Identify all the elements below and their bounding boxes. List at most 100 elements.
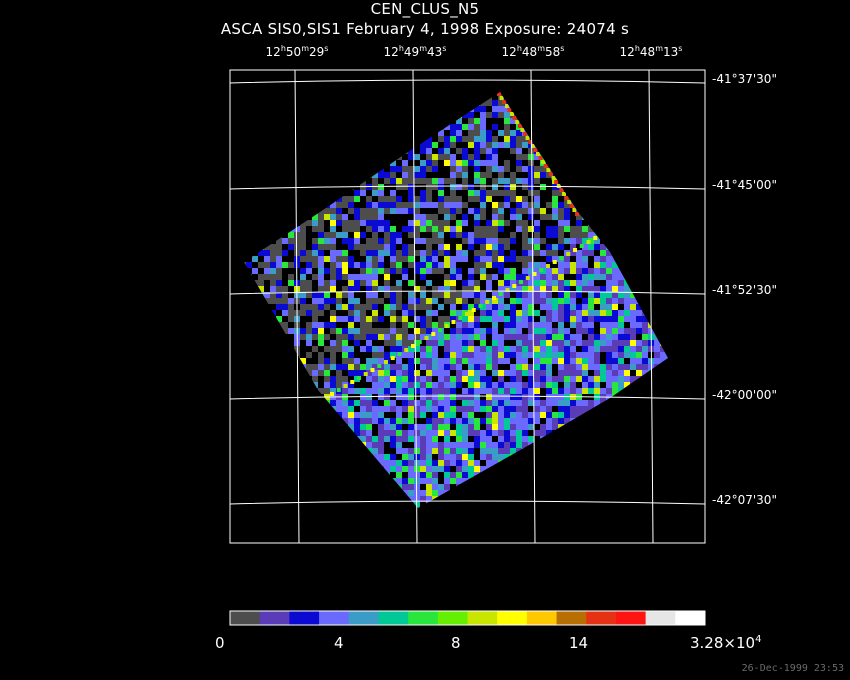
field-pixel [492, 214, 498, 220]
field-pixel [426, 160, 432, 166]
field-pixel [606, 220, 612, 226]
field-pixel [402, 388, 408, 394]
field-pixel [666, 460, 668, 466]
field-pixel [552, 316, 558, 322]
field-pixel [666, 406, 668, 412]
field-pixel [630, 340, 636, 346]
field-pixel [468, 310, 474, 316]
field-pixel [522, 292, 528, 298]
chip-seam-pixel [532, 272, 537, 276]
field-pixel [666, 136, 668, 142]
field-pixel [378, 394, 384, 400]
field-pixel [390, 268, 396, 274]
field-pixel [540, 472, 546, 478]
field-pixel [546, 214, 552, 220]
field-pixel [306, 112, 312, 118]
field-pixel [246, 412, 252, 418]
field-pixel [600, 496, 606, 502]
field-pixel [306, 148, 312, 154]
field-pixel [402, 382, 408, 388]
field-pixel [546, 202, 552, 208]
field-pixel [408, 334, 414, 340]
field-pixel [510, 316, 516, 322]
field-pixel [372, 184, 378, 190]
field-pixel [636, 250, 642, 256]
field-pixel [318, 430, 324, 436]
field-pixel [666, 352, 668, 358]
field-pixel [312, 92, 318, 94]
field-pixel [342, 364, 348, 370]
field-pixel [654, 250, 660, 256]
field-pixel [510, 490, 516, 496]
field-pixel [246, 196, 252, 202]
field-pixel [396, 280, 402, 286]
field-pixel [540, 412, 546, 418]
field-pixel [480, 370, 486, 376]
field-pixel [324, 370, 330, 376]
field-pixel [444, 214, 450, 220]
field-pixel [330, 250, 336, 256]
field-pixel [540, 322, 546, 328]
field-pixel [492, 160, 498, 166]
field-pixel [264, 454, 270, 460]
field-pixel [582, 328, 588, 334]
field-pixel [534, 388, 540, 394]
field-pixel [576, 160, 582, 166]
field-pixel [264, 250, 270, 256]
field-pixel [372, 478, 378, 484]
field-pixel [654, 202, 660, 208]
field-pixel [432, 184, 438, 190]
field-pixel [528, 154, 534, 160]
field-pixel [642, 322, 648, 328]
field-pixel [264, 256, 270, 262]
field-pixel [348, 334, 354, 340]
field-pixel [522, 418, 528, 424]
field-pixel [546, 340, 552, 346]
field-pixel [600, 232, 606, 238]
field-pixel [576, 364, 582, 370]
field-pixel [504, 112, 510, 118]
field-pixel [564, 358, 570, 364]
field-pixel [318, 484, 324, 490]
field-pixel [244, 232, 246, 238]
field-pixel [270, 154, 276, 160]
field-pixel [414, 172, 420, 178]
field-pixel [348, 298, 354, 304]
field-pixel [342, 328, 348, 334]
field-pixel [420, 322, 426, 328]
field-pixel [372, 208, 378, 214]
field-pixel [642, 106, 648, 112]
field-pixel [588, 100, 594, 106]
field-pixel [390, 304, 396, 310]
field-pixel [336, 220, 342, 226]
field-pixel [456, 208, 462, 214]
field-pixel [588, 478, 594, 484]
field-pixel [432, 328, 438, 334]
field-pixel [552, 346, 558, 352]
field-pixel [612, 358, 618, 364]
field-pixel [244, 376, 246, 382]
field-pixel [330, 166, 336, 172]
field-pixel [270, 226, 276, 232]
field-pixel [606, 334, 612, 340]
field-pixel [576, 352, 582, 358]
field-pixel [666, 394, 668, 400]
field-pixel [558, 148, 564, 154]
field-pixel [288, 298, 294, 304]
field-pixel [342, 496, 348, 502]
field-pixel [594, 454, 600, 460]
field-pixel [474, 472, 480, 478]
field-pixel [552, 202, 558, 208]
field-pixel [324, 238, 330, 244]
field-pixel [486, 196, 492, 202]
field-pixel [330, 280, 336, 286]
field-pixel [516, 202, 522, 208]
field-pixel [582, 472, 588, 478]
field-pixel [426, 364, 432, 370]
field-pixel [486, 244, 492, 250]
field-pixel [528, 412, 534, 418]
field-pixel [618, 496, 624, 502]
field-pixel [468, 280, 474, 286]
field-pixel [318, 112, 324, 118]
field-pixel [306, 262, 312, 268]
